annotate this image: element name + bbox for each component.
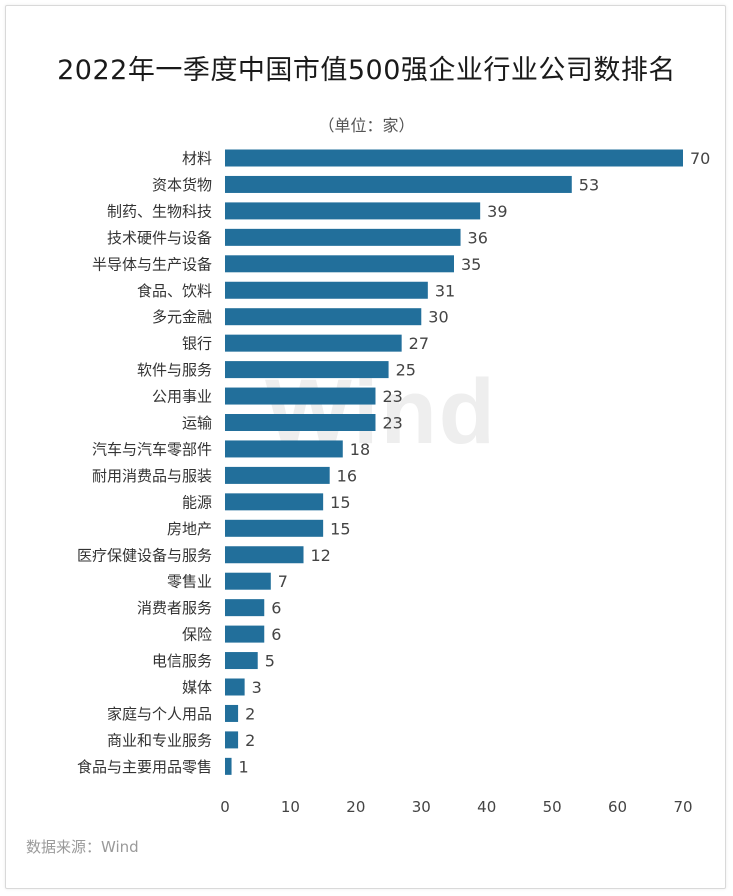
value-label: 70 [690, 149, 710, 168]
bar [225, 202, 481, 220]
category-label: 能源 [182, 493, 212, 511]
x-tick-label: 40 [477, 798, 496, 816]
bar [225, 519, 324, 537]
category-label: 家庭与个人用品 [107, 705, 212, 723]
category-label: 食品与主要用品零售 [77, 758, 212, 776]
value-label: 6 [271, 625, 281, 644]
category-label: 保险 [182, 626, 212, 644]
category-label: 技术硬件与设备 [107, 229, 212, 247]
value-label: 36 [468, 228, 488, 247]
bar [225, 281, 428, 299]
x-tick-label: 10 [281, 798, 300, 816]
bar [225, 255, 454, 273]
value-label: 23 [382, 387, 402, 406]
value-label: 16 [337, 466, 357, 485]
bar [225, 387, 376, 405]
category-label: 食品、饮料 [137, 282, 212, 300]
value-label: 15 [330, 493, 350, 512]
data-source: 数据来源：Wind [26, 838, 139, 856]
category-label: 软件与服务 [137, 361, 212, 379]
bar [225, 149, 683, 167]
value-label: 53 [579, 175, 599, 194]
x-tick-label: 30 [412, 798, 431, 816]
x-tick-label: 60 [608, 798, 627, 816]
bar [225, 175, 572, 193]
bar [225, 731, 239, 749]
bar [225, 228, 461, 246]
unit-label: （单位：家） [318, 116, 415, 135]
category-label: 汽车与汽车零部件 [92, 440, 212, 458]
category-label: 银行 [182, 335, 212, 353]
value-label: 18 [350, 440, 370, 459]
category-label: 耐用消费品与服装 [92, 467, 212, 485]
chart-title: 2022年一季度中国市值500强企业行业公司数排名 [57, 55, 676, 86]
value-label: 15 [330, 519, 350, 538]
bar [225, 704, 239, 722]
bar [225, 599, 265, 617]
category-label: 资本货物 [152, 176, 212, 194]
bar [225, 466, 330, 484]
value-label: 6 [271, 599, 281, 618]
x-tick-label: 0 [220, 798, 230, 816]
value-label: 27 [409, 334, 429, 353]
bar [225, 334, 402, 352]
value-label: 1 [239, 757, 249, 776]
category-label: 医疗保健设备与服务 [77, 546, 212, 564]
bar [225, 546, 304, 564]
value-label: 12 [311, 546, 331, 565]
value-label: 5 [265, 652, 275, 671]
value-label: 25 [396, 361, 416, 380]
bar [225, 625, 265, 643]
bar [225, 678, 245, 696]
bar [225, 493, 324, 511]
value-label: 23 [382, 414, 402, 433]
bar [225, 308, 422, 326]
value-label: 35 [461, 255, 481, 274]
bar [225, 414, 376, 431]
value-label: 31 [435, 281, 455, 300]
category-label: 房地产 [167, 520, 212, 538]
category-label: 消费者服务 [137, 599, 212, 617]
category-label: 电信服务 [152, 652, 212, 670]
category-label: 运输 [182, 414, 212, 432]
bar [225, 361, 389, 379]
x-tick-label: 70 [673, 798, 692, 816]
category-label: 多元金融 [152, 308, 212, 326]
category-label: 制药、生物科技 [107, 202, 212, 220]
x-tick-label: 50 [543, 798, 562, 816]
value-label: 39 [487, 202, 507, 221]
category-label: 半导体与生产设备 [92, 255, 212, 273]
value-label: 3 [252, 678, 262, 697]
category-label: 媒体 [182, 679, 212, 697]
value-label: 2 [245, 704, 255, 723]
bar [225, 440, 343, 458]
value-label: 7 [278, 572, 288, 591]
category-label: 材料 [182, 150, 212, 168]
category-label: 商业和专业服务 [107, 731, 212, 749]
value-label: 30 [428, 308, 448, 327]
category-label: 零售业 [167, 573, 212, 591]
x-tick-label: 20 [346, 798, 365, 816]
value-label: 2 [245, 731, 255, 750]
bar [225, 757, 232, 775]
category-label: 公用事业 [152, 388, 212, 406]
bar [225, 572, 271, 590]
bar [225, 652, 258, 670]
